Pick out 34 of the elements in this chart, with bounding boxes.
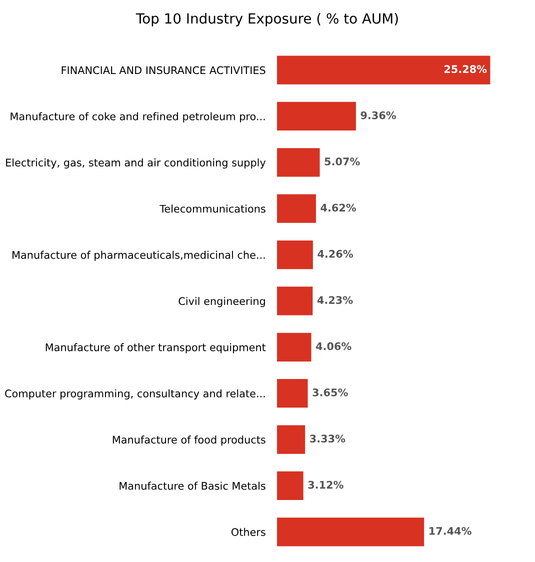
y-tick-label: Manufacture of pharmaceuticals,medicinal che...: [12, 250, 265, 261]
data-label: 3.33%: [310, 434, 346, 443]
chart-title: Top 10 Industry Exposure ( % to AUM): [136, 12, 398, 26]
bar: [277, 332, 312, 362]
data-label: 3.12%: [308, 480, 344, 489]
y-tick-label: Telecommunications: [160, 204, 266, 213]
y-tick-label: Computer programming, consultancy and relate...: [5, 389, 265, 400]
data-label: 25.28%: [444, 65, 487, 74]
y-tick-label: Manufacture of other transport equipment: [46, 343, 266, 354]
y-tick-label: Manufacture of coke and refined petroleum pro...: [10, 112, 265, 122]
y-tick-label: Others: [231, 528, 266, 536]
bar: [277, 425, 306, 454]
bar: [277, 194, 316, 223]
bar: [277, 240, 313, 270]
data-label: 4.06%: [316, 342, 352, 350]
y-tick-label: Manufacture of Basic Metals: [120, 482, 266, 490]
bar: [277, 379, 308, 408]
data-label: 5.07%: [324, 158, 360, 166]
bar: [277, 102, 356, 131]
data-label: 4.26%: [318, 250, 353, 258]
data-label: 17.44%: [430, 527, 472, 535]
y-tick-label: Civil engineering: [178, 296, 265, 308]
bar: [277, 56, 490, 84]
y-tick-label: Electricity, gas, steam and air conditioning supply: [6, 158, 266, 169]
y-tick-label: FINANCIAL AND INSURANCE ACTIVITIES: [62, 66, 266, 74]
bar: [277, 148, 320, 177]
data-label: 3.65%: [312, 388, 348, 396]
bar: [277, 471, 304, 500]
bar: [277, 518, 424, 546]
data-label: 9.36%: [360, 111, 396, 120]
data-label: 4.62%: [320, 204, 356, 212]
data-label: 4.23%: [317, 296, 353, 304]
bar: [277, 286, 313, 316]
y-tick-label: Manufacture of food products: [112, 436, 266, 446]
